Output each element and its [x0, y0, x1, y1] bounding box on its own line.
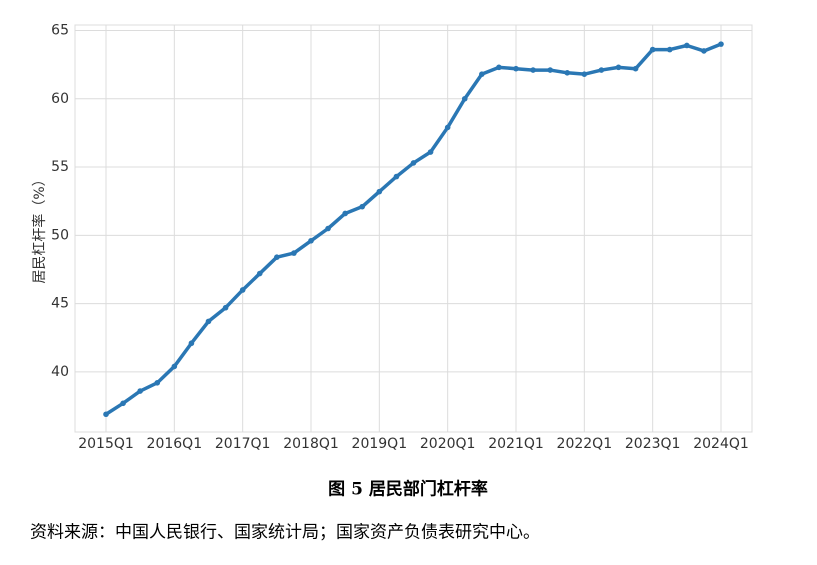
x-tick-label: 2016Q1: [147, 436, 203, 452]
y-tick-label: 40: [51, 364, 69, 380]
data-point: [410, 160, 417, 166]
data-point: [564, 70, 571, 76]
data-line: [105, 42, 722, 416]
data-point: [581, 71, 588, 77]
data-point: [701, 48, 707, 54]
data-point: [308, 237, 314, 244]
data-point: [222, 304, 229, 311]
x-tick-label: 2015Q1: [78, 436, 134, 452]
x-tick-label: 2020Q1: [420, 436, 476, 452]
y-axis-label: 居民杠杆率（%）: [31, 172, 48, 283]
y-tick-label: 50: [51, 227, 69, 243]
x-tick-label: 2023Q1: [625, 436, 681, 452]
data-point: [103, 411, 109, 418]
data-point: [513, 65, 519, 72]
x-tick-label: 2021Q1: [488, 436, 544, 452]
data-point: [205, 318, 212, 325]
y-tick-label: 45: [51, 296, 69, 312]
data-point: [530, 67, 536, 73]
data-point: [256, 270, 263, 277]
data-point: [444, 124, 451, 131]
data-point: [342, 210, 348, 217]
data-point: [154, 380, 161, 386]
x-tick-label: 2022Q1: [557, 436, 613, 452]
data-point: [615, 64, 622, 71]
y-tick-label: 65: [51, 22, 69, 38]
data-point: [718, 41, 724, 47]
chart-title: 图 5 居民部门杠杆率: [328, 479, 488, 500]
data-point: [649, 46, 656, 53]
data-point: [393, 173, 400, 180]
x-tick-label: 2017Q1: [215, 436, 271, 452]
data-point: [547, 67, 553, 73]
data-point: [479, 71, 485, 77]
x-tick-label: 2019Q1: [352, 436, 408, 452]
data-point: [137, 388, 143, 394]
data-point: [632, 65, 639, 72]
data-point: [188, 340, 195, 347]
data-point: [239, 287, 246, 293]
data-point: [325, 225, 331, 232]
y-tick-label: 55: [51, 159, 69, 175]
data-point: [120, 400, 126, 407]
data-point: [376, 188, 383, 195]
source-note: 资料来源：中国人民银行、国家统计局；国家资产负债表研究中心。: [30, 523, 540, 543]
data-point: [666, 46, 673, 53]
data-point: [427, 149, 434, 155]
x-tick-label: 2024Q1: [693, 436, 749, 452]
data-point: [461, 95, 468, 102]
data-point: [496, 64, 502, 71]
data-point: [598, 67, 605, 73]
data-point: [359, 203, 366, 210]
data-point: [291, 250, 297, 256]
data-point: [171, 363, 178, 370]
data-point: [684, 42, 690, 49]
plot-frame: [74, 24, 753, 433]
data-point: [274, 254, 280, 260]
y-tick-label: 60: [51, 91, 69, 107]
x-tick-label: 2018Q1: [283, 436, 339, 452]
